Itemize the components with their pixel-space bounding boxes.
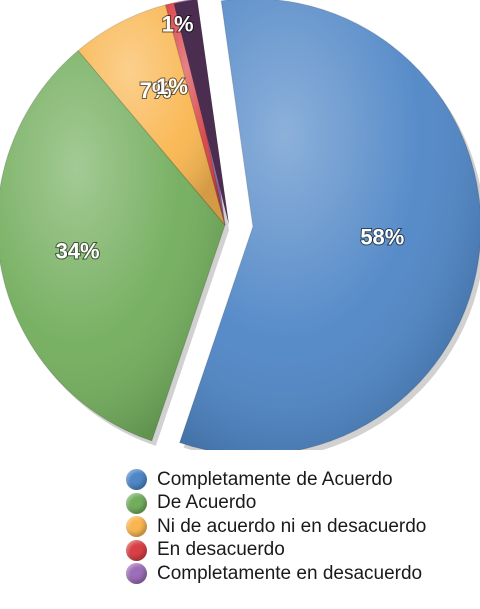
legend-swatch [126, 469, 147, 491]
legend-label: De Acuerdo [157, 492, 257, 514]
legend-swatch [126, 563, 147, 585]
legend-label: En desacuerdo [157, 539, 285, 561]
slice-en-desacuerdo-highlight [165, 1, 225, 225]
legend-item: Completamente de Acuerdo [126, 468, 476, 492]
slice-dark-segment [173, 0, 229, 225]
legend-swatch [126, 539, 147, 561]
slice-label-3: 7% [140, 78, 172, 103]
legend-label: Completamente en desacuerdo [157, 562, 423, 584]
slice-label-4: 1% [162, 11, 194, 36]
legend-swatch [126, 516, 147, 538]
legend-swatch [126, 492, 147, 514]
slice-label-5: 1% [156, 74, 188, 99]
legend-label: Completamente de Acuerdo [157, 468, 393, 490]
slice-de-acuerdo-highlight [0, 50, 225, 441]
legend: Completamente de Acuerdo De Acuerdo Ni de … [126, 468, 476, 586]
legend-item: De Acuerdo [126, 492, 476, 516]
legend-label: Ni de acuerdo ni en desacuerdo [157, 515, 427, 537]
slice-label-2: 34% [56, 239, 100, 264]
legend-item: En desacuerdo [126, 539, 476, 563]
legend-item: Ni de acuerdo ni en desacuerdo [126, 515, 476, 539]
slice-label-1: 58% [360, 225, 404, 250]
pie-chart: 58%34%7%1%1% [0, 0, 480, 450]
legend-item: Completamente en desacuerdo [126, 562, 476, 586]
slice-ni-de-acuerdo-highlight [78, 4, 225, 225]
slice-completamente-de-acuerdo-highlight [179, 0, 480, 450]
